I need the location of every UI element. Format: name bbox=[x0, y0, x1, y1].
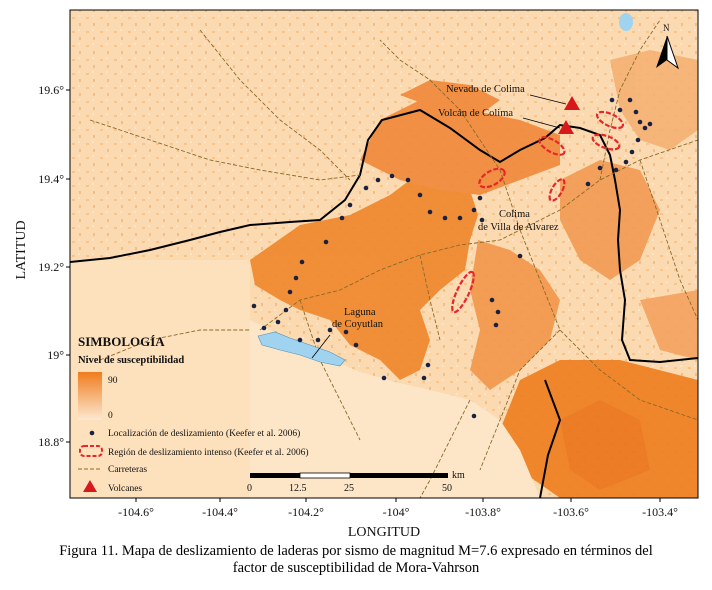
lat-tick-19-6: 19.6° bbox=[38, 83, 64, 97]
intense-landslide-regions bbox=[451, 110, 625, 314]
legend: SIMBOLOGÍA Nivel de susceptibilidad 90 0… bbox=[78, 334, 309, 494]
legend-points-label: Localización de deslizamiento (Keefer et… bbox=[108, 428, 300, 439]
landslide-points bbox=[251, 97, 653, 419]
caption-line-1: Figura 11. Mapa de deslizamiento de lade… bbox=[59, 543, 653, 559]
north-arrow: N bbox=[656, 23, 679, 70]
lat-tick-19-2: 19.2° bbox=[38, 260, 64, 274]
nevado-volcano-marker bbox=[564, 96, 580, 110]
north-label: N bbox=[663, 23, 670, 33]
map-raster: Nevado de Colima Volcán de Colima Colima… bbox=[70, 10, 698, 498]
landslide-susceptibility-map: Nevado de Colima Volcán de Colima Colima… bbox=[14, 9, 699, 540]
scale-label-0: 0 bbox=[247, 483, 252, 494]
label-volcan: Volcán de Colima bbox=[438, 108, 513, 119]
western-area bbox=[70, 260, 250, 498]
legend-regions-label: Región de deslizamiento intenso (Keefer … bbox=[108, 447, 309, 458]
scale-label-25: 25 bbox=[344, 483, 354, 494]
lat-tick-19: 19° bbox=[47, 348, 64, 362]
x-axis-label: LONGITUD bbox=[348, 525, 420, 540]
y-axis-label: LATITUD bbox=[14, 220, 29, 279]
state-border bbox=[70, 108, 698, 364]
legend-volcanoes-label: Volcanes bbox=[108, 484, 142, 494]
nevado-leader bbox=[529, 94, 567, 105]
volcan-volcano-marker bbox=[558, 120, 574, 134]
lon-tick-104-4: -104.4° bbox=[202, 505, 238, 519]
label-laguna: Laguna bbox=[344, 307, 376, 318]
lon-tick-103-4: -103.4° bbox=[642, 505, 678, 519]
legend-color-ramp bbox=[78, 372, 102, 420]
volcan-leader bbox=[522, 117, 561, 129]
caption-line-2: factor de susceptibilidad de Mora-Vahrso… bbox=[232, 560, 480, 576]
longitude-axis: -104.6° -104.4° -104.2° -104° -103.8° -1… bbox=[118, 498, 678, 540]
latitude-axis: 19.6° 19.4° 19.2° 19° 18.8° LATITUD bbox=[14, 83, 70, 449]
state-border-south bbox=[539, 379, 562, 498]
scale-bar: km 0 12.5 25 50 bbox=[247, 470, 465, 494]
roads bbox=[89, 19, 698, 498]
legend-region-symbol bbox=[79, 445, 103, 457]
label-villa-alvarez: de Villa de Alvarez bbox=[478, 222, 559, 233]
scale-label-50: 50 bbox=[442, 483, 452, 494]
scale-label-12-5: 12.5 bbox=[289, 483, 307, 494]
legend-point-symbol bbox=[89, 430, 95, 436]
lon-tick-103-8: -103.8° bbox=[465, 505, 501, 519]
label-nevado: Nevado de Colima bbox=[446, 84, 525, 95]
laguna-leader bbox=[311, 334, 331, 359]
map-frame bbox=[69, 9, 699, 499]
lon-tick-104-2: -104.2° bbox=[288, 505, 324, 519]
lake-north bbox=[619, 13, 633, 31]
figure-caption: Figura 11. Mapa de deslizamiento de lade… bbox=[0, 543, 712, 577]
scale-unit: km bbox=[452, 470, 465, 481]
lat-tick-19-4: 19.4° bbox=[38, 172, 64, 186]
label-coyutlan: de Coyutlan bbox=[332, 319, 384, 330]
label-colima: Colima bbox=[499, 209, 530, 220]
lat-tick-18-8: 18.8° bbox=[38, 435, 64, 449]
lon-tick-104: -104° bbox=[383, 505, 410, 519]
legend-title: SIMBOLOGÍA bbox=[78, 334, 165, 349]
legend-subtitle: Nivel de susceptibilidad bbox=[78, 355, 184, 366]
lon-tick-103-6: -103.6° bbox=[553, 505, 589, 519]
legend-max: 90 bbox=[108, 376, 118, 386]
lon-tick-104-6: -104.6° bbox=[118, 505, 154, 519]
legend-roads-label: Carreteras bbox=[108, 465, 147, 475]
laguna-coyutlan bbox=[257, 331, 346, 367]
legend-volcano-symbol bbox=[83, 480, 97, 492]
legend-min: 0 bbox=[108, 411, 113, 421]
